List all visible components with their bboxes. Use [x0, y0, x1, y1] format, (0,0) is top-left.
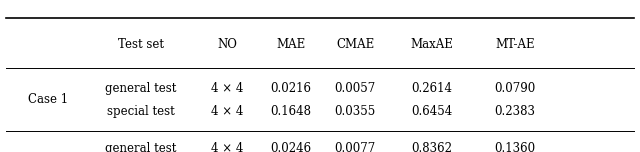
Text: 0.0790: 0.0790	[495, 82, 536, 95]
Text: special test: special test	[107, 105, 175, 118]
Text: 0.0057: 0.0057	[335, 82, 376, 95]
Text: 4 × 4: 4 × 4	[211, 105, 243, 118]
Text: MAE: MAE	[276, 38, 306, 51]
Text: Case 1: Case 1	[28, 93, 68, 106]
Text: 0.0077: 0.0077	[335, 142, 376, 152]
Text: 4 × 4: 4 × 4	[211, 82, 243, 95]
Text: 4 × 4: 4 × 4	[211, 142, 243, 152]
Text: 0.6454: 0.6454	[412, 105, 452, 118]
Text: MT-AE: MT-AE	[495, 38, 535, 51]
Text: CMAE: CMAE	[336, 38, 374, 51]
Text: 0.1648: 0.1648	[271, 105, 312, 118]
Text: Test set: Test set	[118, 38, 164, 51]
Text: general test: general test	[105, 82, 177, 95]
Text: 0.0216: 0.0216	[271, 82, 312, 95]
Text: 0.2614: 0.2614	[412, 82, 452, 95]
Text: 0.1360: 0.1360	[495, 142, 536, 152]
Text: 0.0355: 0.0355	[335, 105, 376, 118]
Text: 0.8362: 0.8362	[412, 142, 452, 152]
Text: NO: NO	[217, 38, 237, 51]
Text: MaxAE: MaxAE	[411, 38, 453, 51]
Text: general test: general test	[105, 142, 177, 152]
Text: 0.2383: 0.2383	[495, 105, 536, 118]
Text: 0.0246: 0.0246	[271, 142, 312, 152]
